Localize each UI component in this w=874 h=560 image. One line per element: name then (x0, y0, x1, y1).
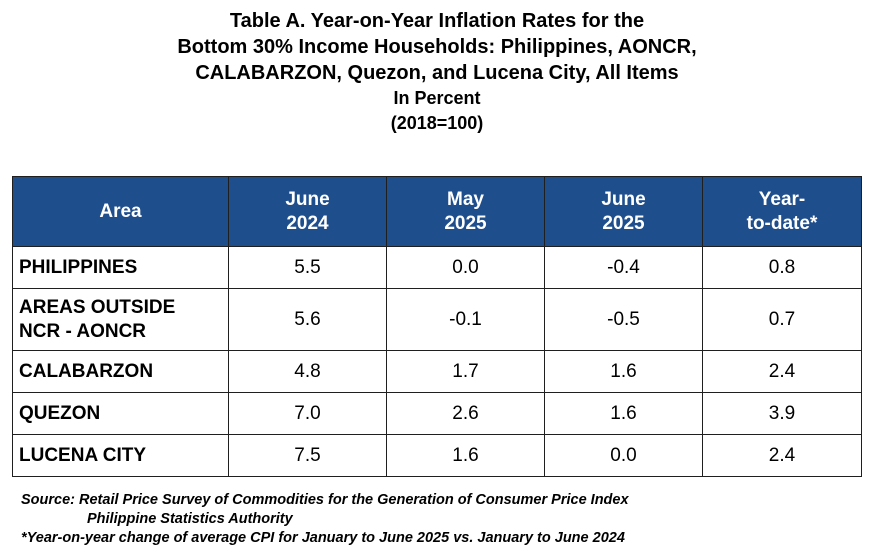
value-cell: -0.1 (386, 288, 545, 351)
value-cell: 5.5 (228, 246, 387, 289)
header-year-to-date: Year- to-date* (702, 176, 862, 247)
value-cell: 0.7 (702, 288, 862, 351)
header-june-2025: June 2025 (544, 176, 703, 247)
table-title-block: Table A. Year-on-Year Inflation Rates fo… (0, 8, 874, 136)
table-row: PHILIPPINES 5.5 0.0 -0.4 0.8 (12, 246, 862, 289)
source-line: Source: Retail Price Survey of Commoditi… (21, 492, 629, 508)
value-cell: 1.6 (386, 434, 545, 477)
area-cell: PHILIPPINES (12, 246, 229, 289)
footnotes: Source: Retail Price Survey of Commoditi… (21, 491, 629, 548)
title-line-1: Table A. Year-on-Year Inflation Rates fo… (229, 10, 645, 32)
title-line-2: Bottom 30% Income Households: Philippine… (177, 36, 697, 58)
header-label: Year- to-date* (746, 188, 818, 234)
value-cell: 1.6 (544, 392, 703, 435)
inflation-table: Area June 2024 May 2025 June 2025 Year- … (12, 176, 862, 477)
value-cell: 7.0 (228, 392, 387, 435)
area-cell: QUEZON (12, 392, 229, 435)
value-cell: 5.6 (228, 288, 387, 351)
area-label: AREAS OUTSIDE NCR - AONCR (19, 296, 176, 342)
table-row: AREAS OUTSIDE NCR - AONCR 5.6 -0.1 -0.5 … (12, 288, 862, 351)
value-cell: 2.4 (702, 434, 862, 477)
header-label: May 2025 (444, 188, 487, 234)
value-cell: -0.5 (544, 288, 703, 351)
header-june-2024: June 2024 (228, 176, 387, 247)
header-label: June 2025 (601, 188, 646, 234)
header-area: Area (12, 176, 229, 247)
value-cell: 1.6 (544, 350, 703, 393)
value-cell: 2.6 (386, 392, 545, 435)
area-cell: AREAS OUTSIDE NCR - AONCR (12, 288, 229, 351)
area-label: PHILIPPINES (19, 256, 138, 278)
value-cell: 2.4 (702, 350, 862, 393)
base-year-label: (2018=100) (390, 113, 484, 133)
table-row: QUEZON 7.0 2.6 1.6 3.9 (12, 392, 862, 435)
area-label: QUEZON (19, 402, 101, 424)
area-label: CALABARZON (19, 360, 154, 382)
value-cell: 0.0 (386, 246, 545, 289)
unit-label: In Percent (393, 88, 481, 108)
value-cell: 4.8 (228, 350, 387, 393)
header-label: Area (99, 200, 142, 222)
table-header-row: Area June 2024 May 2025 June 2025 Year- … (12, 176, 862, 247)
area-cell: CALABARZON (12, 350, 229, 393)
header-may-2025: May 2025 (386, 176, 545, 247)
header-label: June 2024 (285, 188, 330, 234)
value-cell: 1.7 (386, 350, 545, 393)
source-agency-line: Philippine Statistics Authority (87, 511, 293, 527)
value-cell: 0.8 (702, 246, 862, 289)
table-row: LUCENA CITY 7.5 1.6 0.0 2.4 (12, 434, 862, 477)
value-cell: 0.0 (544, 434, 703, 477)
value-cell: 7.5 (228, 434, 387, 477)
area-cell: LUCENA CITY (12, 434, 229, 477)
value-cell: 3.9 (702, 392, 862, 435)
area-label: LUCENA CITY (19, 444, 147, 466)
title-line-3: CALABARZON, Quezon, and Lucena City, All… (195, 62, 679, 84)
value-cell: -0.4 (544, 246, 703, 289)
table-row: CALABARZON 4.8 1.7 1.6 2.4 (12, 350, 862, 393)
ytd-footnote: *Year-on-year change of average CPI for … (21, 530, 625, 546)
